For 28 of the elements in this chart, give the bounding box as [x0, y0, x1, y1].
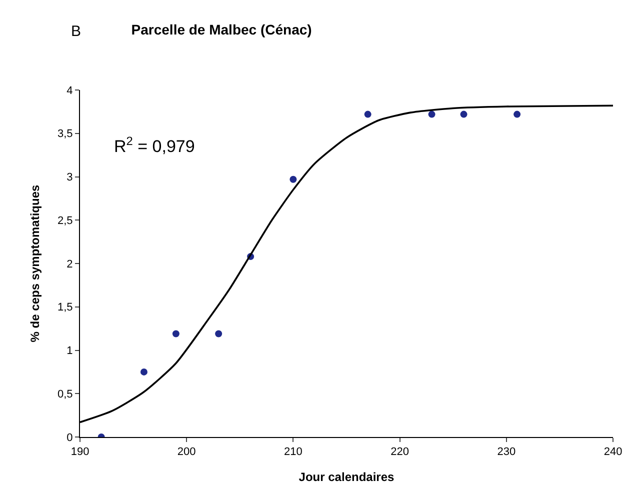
y-tick-label: 3 [66, 172, 73, 184]
y-tick-label: 2 [66, 258, 73, 270]
point [140, 368, 148, 376]
y-axis-title: % de ceps symptomatiques [28, 184, 42, 342]
annotation: R$^{2}$ = 0,979 [114, 134, 195, 156]
y-tick-label: 1 [66, 345, 73, 358]
x-tick-label: 210 [284, 446, 302, 458]
text: B [71, 23, 82, 40]
point [364, 110, 372, 118]
y-tick-label: 3,5 [58, 128, 73, 140]
x-tick-label: 240 [604, 446, 622, 458]
point [514, 110, 521, 118]
y-tick-label: 0 [66, 432, 73, 444]
chart-title: Parcelle de Malbec (Cénac) [131, 22, 312, 38]
x-axis-title: Jour calendaires [298, 470, 395, 484]
x-tick-label: 190 [70, 446, 90, 458]
x-tick-label: 230 [497, 446, 516, 458]
point [290, 176, 297, 183]
y-tick-label: 1,5 [58, 302, 73, 314]
x-tick-label: 220 [390, 446, 409, 458]
point [215, 330, 222, 338]
x-tick-label: 200 [177, 446, 196, 458]
y-tick-label: 0,5 [58, 388, 73, 400]
point [460, 110, 468, 118]
y-tick-label: 2,5 [58, 214, 73, 227]
point [428, 110, 436, 118]
y-tick-label: 4 [66, 84, 73, 97]
point [172, 330, 180, 338]
